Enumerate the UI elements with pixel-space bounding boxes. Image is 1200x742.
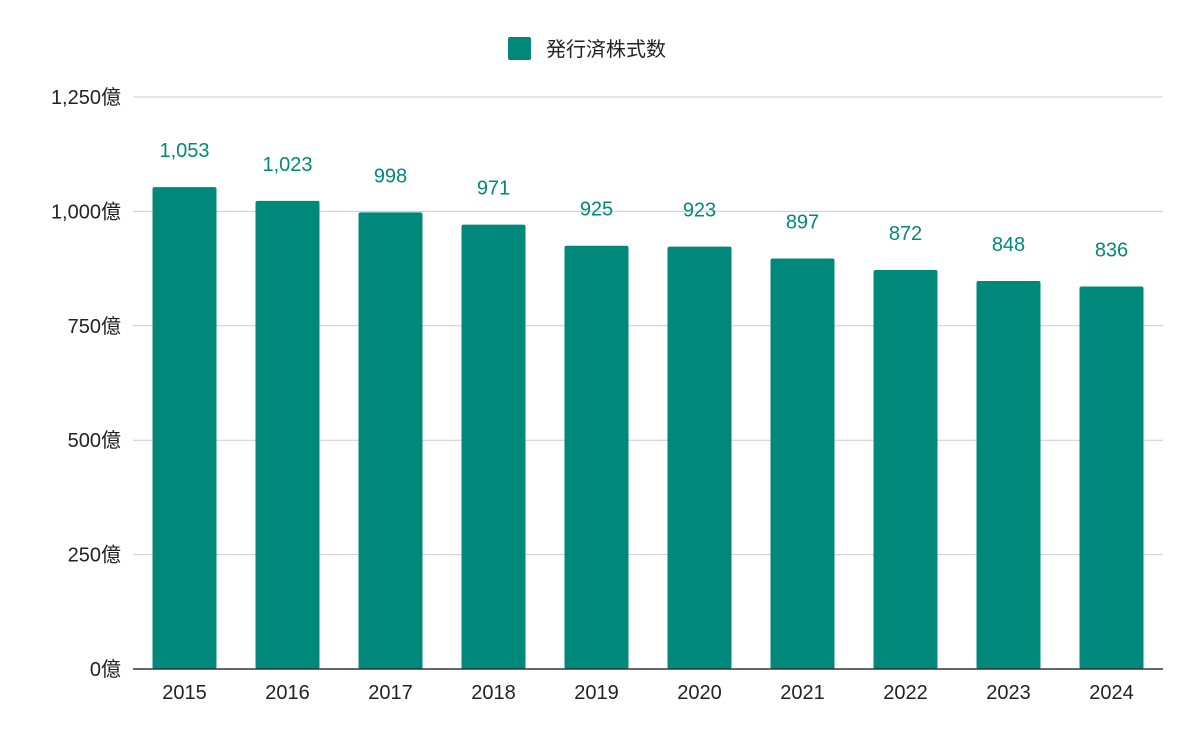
bar-2016 (255, 200, 320, 670)
bar-2015 (152, 187, 217, 669)
legend-label: 発行済株式数 (546, 37, 666, 61)
y-tick-label: 0億 (90, 658, 121, 681)
bar-2017 (358, 212, 423, 670)
bar-2018 (461, 224, 526, 669)
x-tick-label-2024: 2024 (1089, 682, 1134, 704)
bar-2021 (770, 258, 835, 669)
data-labels: 1,053 1,023 998 971 925 923 897 872 848 836 (159, 140, 1128, 261)
bar-2020 (667, 246, 732, 669)
data-label-2015: 1,053 (159, 140, 209, 162)
legend: 発行済株式数 (508, 37, 666, 61)
x-axis: 2015 2016 2017 2018 2019 2020 2021 2022 2023 2024 (162, 682, 1134, 704)
data-label-2023: 848 (992, 234, 1025, 256)
x-tick-label-2017: 2017 (368, 682, 413, 704)
bar-2019 (564, 245, 629, 669)
bar-2023 (976, 280, 1041, 669)
x-tick-label-2019: 2019 (574, 682, 619, 704)
data-label-2021: 897 (786, 212, 819, 234)
bars (152, 187, 1144, 670)
bar-2024 (1079, 286, 1144, 669)
x-tick-label-2016: 2016 (265, 682, 310, 704)
data-label-2022: 872 (889, 223, 922, 245)
x-tick-label-2023: 2023 (986, 682, 1031, 704)
y-tick-label: 250億 (68, 544, 121, 567)
x-tick-label-2022: 2022 (883, 682, 928, 704)
y-axis: 0億 250億 500億 750億 1,000億 1,250億 (51, 86, 121, 681)
data-label-2020: 923 (683, 200, 716, 222)
data-label-2024: 836 (1095, 239, 1128, 261)
data-label-2016: 1,023 (262, 154, 312, 176)
bar-2022 (873, 269, 938, 669)
x-tick-label-2018: 2018 (471, 682, 516, 704)
data-label-2019: 925 (580, 199, 613, 221)
x-tick-label-2020: 2020 (677, 682, 722, 704)
y-tick-label: 750億 (68, 315, 121, 338)
y-tick-label: 1,250億 (51, 86, 121, 109)
x-tick-label-2021: 2021 (780, 682, 825, 704)
legend-swatch (508, 37, 531, 60)
y-tick-label: 1,000億 (51, 200, 121, 223)
x-tick-label-2015: 2015 (162, 682, 207, 704)
y-tick-label: 500億 (68, 429, 121, 452)
data-label-2017: 998 (374, 165, 407, 187)
data-label-2018: 971 (477, 178, 510, 200)
